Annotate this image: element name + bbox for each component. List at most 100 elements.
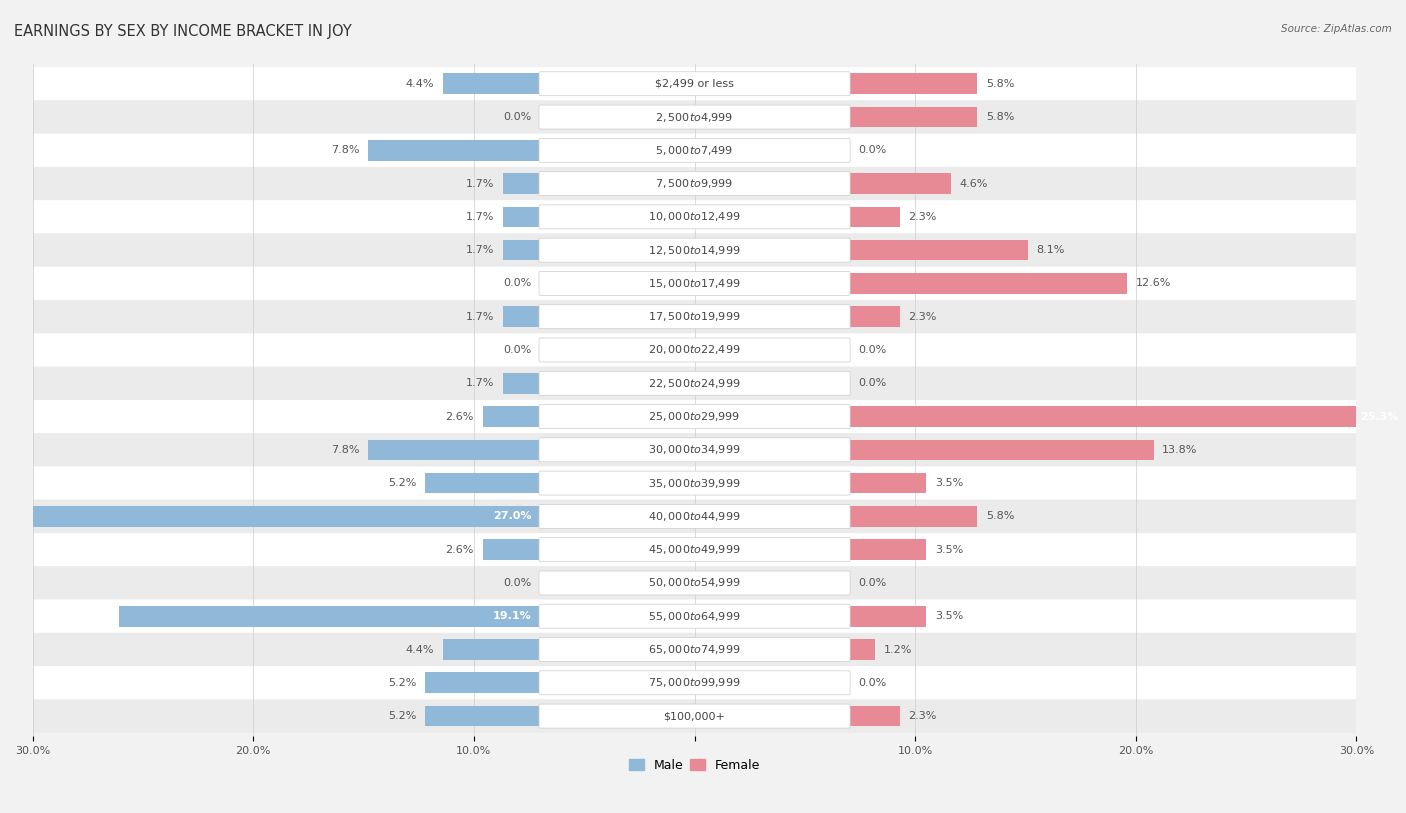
Bar (849, 273, 1128, 293)
Bar (849, 639, 876, 660)
Text: EARNINGS BY SEX BY INCOME BRACKET IN JOY: EARNINGS BY SEX BY INCOME BRACKET IN JOY (14, 24, 352, 39)
Text: $45,000 to $49,999: $45,000 to $49,999 (648, 543, 741, 556)
Bar (849, 207, 900, 227)
Text: $40,000 to $44,999: $40,000 to $44,999 (648, 510, 741, 523)
FancyBboxPatch shape (32, 300, 1357, 333)
Bar (849, 173, 950, 194)
Bar (502, 207, 540, 227)
Text: 27.0%: 27.0% (492, 511, 531, 521)
Text: 0.0%: 0.0% (503, 578, 531, 588)
Bar (849, 240, 1028, 260)
FancyBboxPatch shape (32, 267, 1357, 300)
Bar (849, 606, 927, 627)
Text: 2.3%: 2.3% (908, 212, 936, 222)
Text: 0.0%: 0.0% (503, 112, 531, 122)
Text: 0.0%: 0.0% (858, 146, 886, 155)
FancyBboxPatch shape (538, 105, 851, 129)
Text: 3.5%: 3.5% (935, 611, 963, 621)
FancyBboxPatch shape (538, 272, 851, 295)
Text: 0.0%: 0.0% (503, 278, 531, 289)
FancyBboxPatch shape (538, 72, 851, 96)
Text: $15,000 to $17,499: $15,000 to $17,499 (648, 277, 741, 290)
FancyBboxPatch shape (32, 367, 1357, 400)
Text: 25.3%: 25.3% (1360, 411, 1399, 422)
Text: 5.2%: 5.2% (388, 678, 416, 688)
Bar (849, 706, 900, 726)
Text: 12.6%: 12.6% (1136, 278, 1171, 289)
Text: $65,000 to $74,999: $65,000 to $74,999 (648, 643, 741, 656)
FancyBboxPatch shape (538, 238, 851, 262)
Bar (368, 140, 540, 161)
FancyBboxPatch shape (32, 400, 1357, 433)
Text: 5.8%: 5.8% (986, 112, 1014, 122)
Legend: Male, Female: Male, Female (624, 754, 765, 777)
FancyBboxPatch shape (538, 537, 851, 562)
Text: 4.4%: 4.4% (406, 645, 434, 654)
FancyBboxPatch shape (32, 633, 1357, 666)
FancyBboxPatch shape (538, 138, 851, 163)
FancyBboxPatch shape (538, 471, 851, 495)
Text: 5.8%: 5.8% (986, 511, 1014, 521)
Text: 0.0%: 0.0% (858, 345, 886, 355)
Text: $25,000 to $29,999: $25,000 to $29,999 (648, 410, 741, 423)
FancyBboxPatch shape (32, 67, 1357, 100)
Text: $50,000 to $54,999: $50,000 to $54,999 (648, 576, 741, 589)
Text: 13.8%: 13.8% (1163, 445, 1198, 454)
Bar (482, 406, 540, 427)
Bar (443, 639, 540, 660)
Text: 1.7%: 1.7% (465, 212, 494, 222)
Text: 0.0%: 0.0% (858, 678, 886, 688)
FancyBboxPatch shape (538, 604, 851, 628)
Text: 3.5%: 3.5% (935, 545, 963, 554)
FancyBboxPatch shape (32, 533, 1357, 567)
Text: $20,000 to $22,499: $20,000 to $22,499 (648, 343, 741, 356)
Text: $17,500 to $19,999: $17,500 to $19,999 (648, 311, 741, 324)
Text: 0.0%: 0.0% (858, 378, 886, 389)
Bar (443, 73, 540, 94)
Text: $22,500 to $24,999: $22,500 to $24,999 (648, 376, 741, 389)
Text: 1.7%: 1.7% (465, 246, 494, 255)
Text: $2,500 to $4,999: $2,500 to $4,999 (655, 111, 734, 124)
Text: $30,000 to $34,999: $30,000 to $34,999 (648, 443, 741, 456)
Bar (0, 506, 540, 527)
Bar (502, 373, 540, 393)
FancyBboxPatch shape (538, 504, 851, 528)
Bar (849, 473, 927, 493)
Text: $12,500 to $14,999: $12,500 to $14,999 (648, 244, 741, 257)
FancyBboxPatch shape (32, 167, 1357, 200)
Text: 2.6%: 2.6% (446, 545, 474, 554)
Text: 4.4%: 4.4% (406, 79, 434, 89)
Text: $55,000 to $64,999: $55,000 to $64,999 (648, 610, 741, 623)
Bar (426, 672, 540, 693)
Bar (849, 440, 1153, 460)
Text: $2,499 or less: $2,499 or less (655, 79, 734, 89)
FancyBboxPatch shape (32, 666, 1357, 699)
FancyBboxPatch shape (538, 571, 851, 595)
Text: 0.0%: 0.0% (503, 345, 531, 355)
Text: $10,000 to $12,499: $10,000 to $12,499 (648, 211, 741, 224)
Text: 3.5%: 3.5% (935, 478, 963, 488)
Text: 5.8%: 5.8% (986, 79, 1014, 89)
Bar (849, 107, 977, 128)
FancyBboxPatch shape (538, 438, 851, 462)
FancyBboxPatch shape (32, 699, 1357, 733)
FancyBboxPatch shape (32, 467, 1357, 500)
Text: 8.1%: 8.1% (1036, 246, 1064, 255)
Text: 19.1%: 19.1% (492, 611, 531, 621)
FancyBboxPatch shape (538, 372, 851, 395)
Bar (849, 406, 1406, 427)
FancyBboxPatch shape (538, 305, 851, 328)
Bar (502, 240, 540, 260)
Text: 1.7%: 1.7% (465, 378, 494, 389)
Text: 1.2%: 1.2% (884, 645, 912, 654)
Text: 2.3%: 2.3% (908, 711, 936, 721)
Text: 2.3%: 2.3% (908, 311, 936, 322)
Bar (502, 307, 540, 327)
Text: $75,000 to $99,999: $75,000 to $99,999 (648, 676, 741, 689)
Bar (849, 506, 977, 527)
Bar (502, 173, 540, 194)
Bar (426, 706, 540, 726)
Text: 4.6%: 4.6% (959, 179, 987, 189)
Bar (368, 440, 540, 460)
Text: 1.7%: 1.7% (465, 179, 494, 189)
